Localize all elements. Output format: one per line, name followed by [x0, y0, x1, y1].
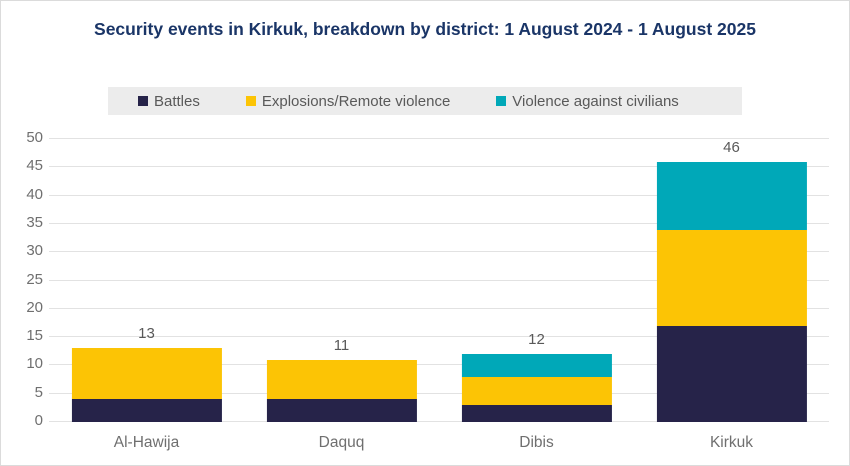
- gridline: [49, 166, 829, 168]
- gridline: [49, 251, 829, 253]
- y-axis-tick-label: 35: [26, 213, 43, 231]
- legend-swatch-icon: [496, 96, 507, 106]
- legend-item[interactable]: Battles: [138, 93, 200, 110]
- x-axis-category-label: Daquq: [318, 434, 365, 451]
- bar-segment[interactable]: [656, 325, 807, 422]
- y-axis-tick-label: 15: [26, 327, 43, 345]
- bar-segment[interactable]: [71, 348, 222, 400]
- y-axis-tick-label: 20: [26, 298, 43, 316]
- legend-label: Battles: [154, 92, 200, 110]
- chart-title: Security events in Kirkuk, breakdown by …: [94, 19, 756, 39]
- x-axis-category-label: Al-Hawija: [113, 434, 180, 451]
- gridline: [49, 307, 829, 309]
- stacked-bar[interactable]: [266, 359, 417, 422]
- legend-label: Violence against civilians: [512, 92, 679, 110]
- legend-swatch-icon: [138, 96, 148, 106]
- bar-segment[interactable]: [71, 399, 222, 422]
- category-band: 46 Kirkuk: [634, 138, 829, 451]
- bar-segment[interactable]: [266, 399, 417, 422]
- y-axis-tick-label: 45: [26, 157, 43, 175]
- stacked-bar[interactable]: [71, 348, 222, 422]
- y-axis-tick-label: 25: [26, 270, 43, 288]
- legend-item[interactable]: Violence against civilians: [496, 93, 679, 110]
- bar-total-label: 13: [138, 325, 155, 343]
- bar-total-label: 46: [723, 138, 740, 156]
- y-axis-tick-label: 30: [26, 242, 43, 260]
- y-axis-tick-label: 0: [34, 412, 43, 429]
- legend: Battles Explosions/Remote violence Violenc…: [108, 87, 742, 115]
- bars-layer: 13 Al-Hawija 11 Daquq 12 Dibis 46 Kirkuk: [49, 138, 829, 451]
- legend-label: Explosions/Remote violence: [261, 92, 451, 110]
- category-band: 11 Daquq: [244, 139, 439, 451]
- stacked-bar[interactable]: [656, 161, 807, 422]
- bar-total-label: 12: [528, 331, 545, 349]
- y-axis-tick-label: 5: [34, 383, 43, 401]
- gridline: [49, 364, 829, 366]
- gridline: [49, 392, 829, 394]
- bar-segment[interactable]: [461, 376, 612, 406]
- y-axis-tick-label: 40: [26, 185, 43, 203]
- legend-swatch-icon: [245, 96, 256, 106]
- x-axis-category-label: Kirkuk: [709, 434, 754, 451]
- y-axis-tick-label: 50: [26, 129, 43, 146]
- bar-segment[interactable]: [656, 229, 807, 326]
- gridline: [49, 336, 829, 338]
- plot-area: 0 5 10 15 20 25 30 35 40 45 50 13 Al-Hawija 11 Daquq 1…: [26, 129, 829, 451]
- legend-item[interactable]: Explosions/Remote violence: [245, 92, 451, 110]
- bar-segment[interactable]: [461, 354, 612, 377]
- gridline: [49, 138, 829, 139]
- gridline: [49, 194, 829, 196]
- stacked-bar[interactable]: [461, 354, 612, 422]
- bar-total-label: 11: [333, 336, 350, 354]
- y-axis-tick-label: 10: [26, 355, 43, 373]
- category-band: 12 Dibis: [439, 139, 634, 451]
- gridline: [49, 279, 829, 281]
- bar-segment[interactable]: [266, 359, 417, 400]
- x-axis-category-label: Dibis: [519, 434, 554, 451]
- gridline: [49, 222, 829, 224]
- bar-segment[interactable]: [461, 405, 612, 422]
- gridline: [49, 421, 829, 422]
- bar-segment[interactable]: [656, 161, 807, 230]
- category-band: 13 Al-Hawija: [49, 139, 244, 451]
